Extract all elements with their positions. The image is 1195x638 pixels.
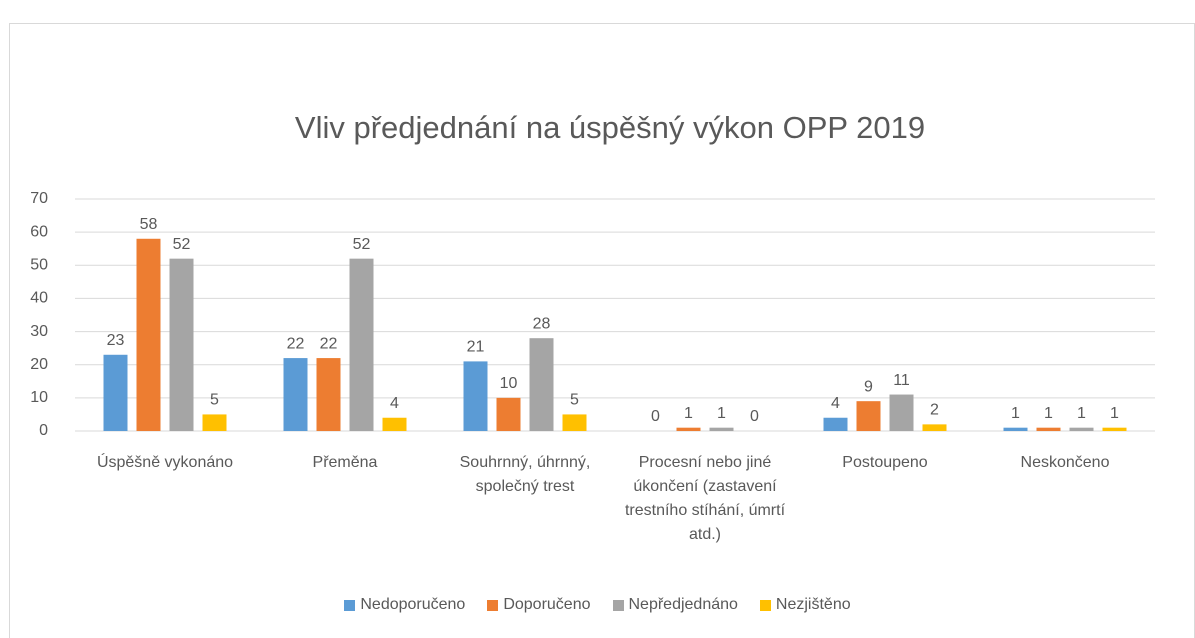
x-tick-label: Neskončeno: [1020, 454, 1110, 471]
y-tick-label: 10: [30, 389, 48, 406]
legend-swatch: [759, 599, 771, 611]
x-tick-label: Souhrnný, úhrnný, společný trest: [459, 454, 591, 495]
data-label: 1: [1011, 405, 1020, 422]
x-tick-label: Přeměna: [312, 454, 378, 471]
bar: [856, 401, 881, 431]
bar: [202, 414, 227, 431]
data-label: 10: [500, 375, 518, 392]
data-label: 22: [320, 335, 338, 352]
bar: [1036, 427, 1061, 431]
bar: [1069, 427, 1094, 431]
legend-item: Doporučeno: [487, 596, 591, 614]
y-tick-label: 30: [30, 323, 48, 340]
bar: [103, 354, 128, 431]
y-tick-label: 70: [30, 190, 48, 207]
bar: [463, 361, 488, 431]
x-tick-label: Postoupeno: [842, 454, 928, 471]
legend-label: Doporučeno: [503, 596, 591, 613]
bar: [316, 358, 341, 431]
legend-item: Nedoporučeno: [344, 596, 465, 614]
data-label: 21: [467, 339, 485, 356]
bar: [283, 358, 308, 431]
legend-label: Nezjištěno: [775, 596, 851, 613]
data-label: 4: [831, 395, 840, 412]
y-tick-label: 40: [30, 290, 48, 307]
data-label: 11: [893, 372, 910, 389]
bar: [136, 238, 161, 431]
data-label: 2: [930, 402, 939, 419]
bar: [496, 397, 521, 431]
y-tick-label: 20: [30, 356, 48, 373]
data-label: 5: [210, 392, 219, 409]
legend-label: Nepředjednáno: [628, 596, 738, 613]
legend: Nedoporučeno Doporučeno Nepředjednáno Nezji…: [0, 596, 1195, 614]
data-label: 5: [570, 392, 579, 409]
bar: [922, 424, 947, 431]
data-label: 1: [684, 405, 693, 422]
bar: [382, 417, 407, 431]
bar: [889, 394, 914, 431]
y-tick-label: 50: [30, 257, 48, 274]
bar: [529, 338, 554, 431]
data-label: 1: [1044, 405, 1053, 422]
y-tick-label: 60: [30, 223, 48, 240]
x-tick-label: Úspěšně vykonáno: [96, 454, 234, 471]
data-label: 4: [390, 395, 399, 412]
bar: [1102, 427, 1127, 431]
bar: [562, 414, 587, 431]
bar: [823, 417, 848, 431]
bar: [676, 427, 701, 431]
legend-item: Nezjištěno: [759, 596, 851, 614]
data-label: 9: [864, 378, 873, 395]
data-label: 52: [173, 236, 191, 253]
data-label: 0: [750, 408, 759, 425]
legend-label: Nedoporučeno: [360, 596, 466, 613]
data-label: 28: [533, 315, 551, 332]
data-label: 0: [651, 408, 660, 425]
legend-item: Nepředjednáno: [612, 596, 738, 614]
legend-swatch: [487, 599, 499, 611]
bar: [1003, 427, 1028, 431]
data-label: 23: [107, 332, 125, 349]
data-label: 52: [353, 236, 371, 253]
data-label: 22: [287, 335, 305, 352]
bar: [709, 427, 734, 431]
bar: [349, 258, 374, 431]
x-tick-label: Procesní nebo jiné úkončení (zastavení t…: [624, 454, 786, 543]
chart-title: Vliv předjednání na úspěšný výkon OPP 20…: [295, 110, 925, 145]
bar: [169, 258, 194, 431]
data-label: 1: [717, 405, 726, 422]
legend-swatch: [344, 599, 356, 611]
data-label: 1: [1077, 405, 1086, 422]
y-tick-label: 0: [39, 422, 48, 439]
data-label: 58: [140, 216, 158, 233]
data-label: 1: [1110, 405, 1119, 422]
legend-swatch: [612, 599, 624, 611]
